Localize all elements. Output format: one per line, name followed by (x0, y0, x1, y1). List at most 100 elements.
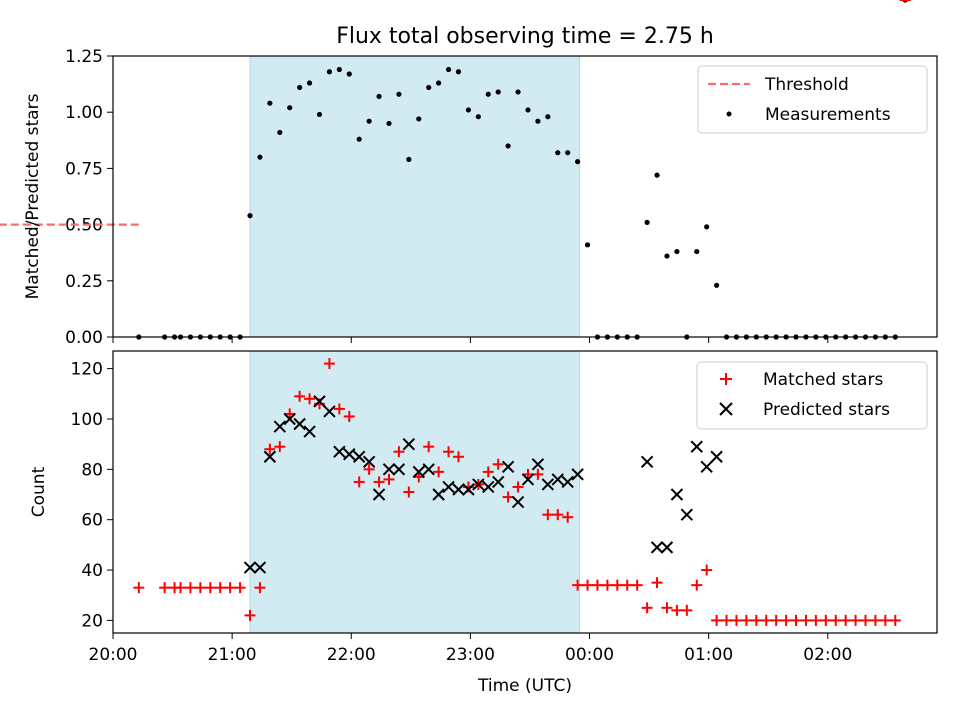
matched-stars-point (641, 602, 653, 614)
measurement-point (306, 80, 313, 86)
matched-stars-point (254, 582, 266, 594)
measurement-point (584, 242, 591, 248)
measurement-point (475, 114, 481, 120)
predicted-stars-point (392, 463, 406, 476)
measurement-point (267, 100, 273, 106)
predicted-stars-point (333, 445, 346, 458)
panel-ratio: 0.000.250.500.751.001.25 Matched/Predict… (0, 0, 938, 348)
measurement-point (664, 253, 670, 259)
matched-stars-point (651, 577, 663, 589)
matched-stars-point (294, 390, 306, 402)
matched-stars-point (512, 481, 524, 493)
measurement-point (575, 159, 581, 165)
predicted-stars-point (531, 458, 545, 471)
measurement-point (287, 105, 293, 111)
y-axis-label: Count (29, 466, 49, 517)
predicted-stars-point (491, 475, 505, 489)
measurement-point (386, 120, 392, 127)
measurement-point (555, 150, 561, 156)
predicted-stars-point (313, 395, 326, 408)
matched-stars-point (582, 579, 594, 591)
predicted-stars-point (412, 465, 425, 479)
measurement-point (277, 129, 283, 136)
matched-stars-point (194, 582, 206, 594)
legend-label-threshold: Threshold (764, 75, 849, 95)
predicted-stars-point (650, 541, 664, 554)
matched-stars-point (373, 476, 385, 488)
matched-stars-point (879, 614, 891, 626)
predicted-stars-point (343, 448, 356, 461)
y-tick-label: 1.25 (65, 47, 103, 67)
measurement-point (465, 107, 472, 113)
matched-stars-point (591, 579, 603, 591)
matched-stars-point (244, 609, 256, 621)
panel-counts: 20 40 60 80 100 120 20:00 21:00 22:00 23:00 00:00… (29, 0, 938, 696)
matched-stars-point (482, 466, 494, 478)
predicted-stars-point (263, 450, 277, 463)
measurement-point (247, 213, 253, 219)
legend-predicted-icon (719, 402, 733, 416)
matched-stars-point (840, 614, 852, 626)
measurement-point (366, 118, 372, 124)
legend-label-matched: Matched stars (763, 370, 883, 390)
matched-stars-point (661, 602, 673, 614)
matched-stars-point (175, 582, 187, 594)
matched-stars-point (740, 614, 752, 626)
matched-stars-point (452, 451, 464, 463)
legend-box (697, 65, 928, 134)
matched-stars-point (343, 410, 355, 422)
measurement-point (316, 111, 323, 118)
matched-stars-point (601, 579, 613, 591)
measurement-point (336, 66, 342, 73)
measurement-point (406, 156, 412, 163)
matched-stars-point (820, 614, 832, 626)
predicted-stars-point (382, 463, 396, 476)
measurement-point (326, 69, 333, 75)
x-tick-label: 01:00 (684, 645, 733, 665)
matched-stars-point (681, 604, 693, 616)
measurement-point (525, 107, 531, 113)
matched-stars-point (780, 614, 792, 626)
legend-measurements-icon (726, 111, 732, 117)
predicted-stars-point (690, 440, 703, 453)
matched-stars-point (304, 393, 316, 405)
predicted-stars-point (283, 412, 296, 426)
legend-matched-icon (720, 373, 732, 385)
predicted-stars-point (462, 483, 475, 496)
measurement-point (455, 69, 462, 75)
matched-stars-point (869, 614, 881, 626)
matched-stars-point (790, 614, 802, 626)
y-tick-label: 40 (81, 561, 103, 581)
matched-stars-point (433, 466, 445, 478)
observing-window-band (249, 55, 581, 338)
x-axis-label: Time (UTC) (477, 676, 572, 696)
chart-title: Flux total observing time = 2.75 h (336, 24, 714, 49)
predicted-stars-point (541, 478, 555, 491)
matched-stars-point (889, 614, 901, 626)
matched-stars-point (730, 614, 742, 626)
predicted-stars-point (432, 488, 445, 501)
measurement-point (704, 224, 710, 230)
matched-stars-point (830, 614, 842, 626)
measurement-point (445, 66, 452, 73)
matched-stars-point (691, 579, 703, 591)
measurement-point (674, 248, 680, 255)
measurement-point (426, 84, 432, 91)
matched-stars-point (264, 443, 276, 455)
predicted-stars-point (253, 561, 267, 574)
predicted-stars-point (571, 468, 584, 481)
matched-stars-point (850, 614, 862, 626)
matched-stars-point (383, 473, 395, 485)
measurement-point (346, 71, 352, 77)
predicted-stars-point (511, 495, 525, 509)
predicted-stars-point (452, 483, 465, 496)
measurement-point (396, 91, 402, 97)
x-tick-label: 20:00 (89, 645, 138, 665)
matched-stars-point (552, 509, 564, 521)
predicted-stars-point (353, 450, 366, 463)
matched-stars-point (323, 358, 335, 370)
matched-stars-point (443, 446, 455, 458)
matched-stars-point (631, 579, 643, 591)
matched-stars-point (532, 468, 544, 480)
matched-stars-point (572, 579, 584, 591)
